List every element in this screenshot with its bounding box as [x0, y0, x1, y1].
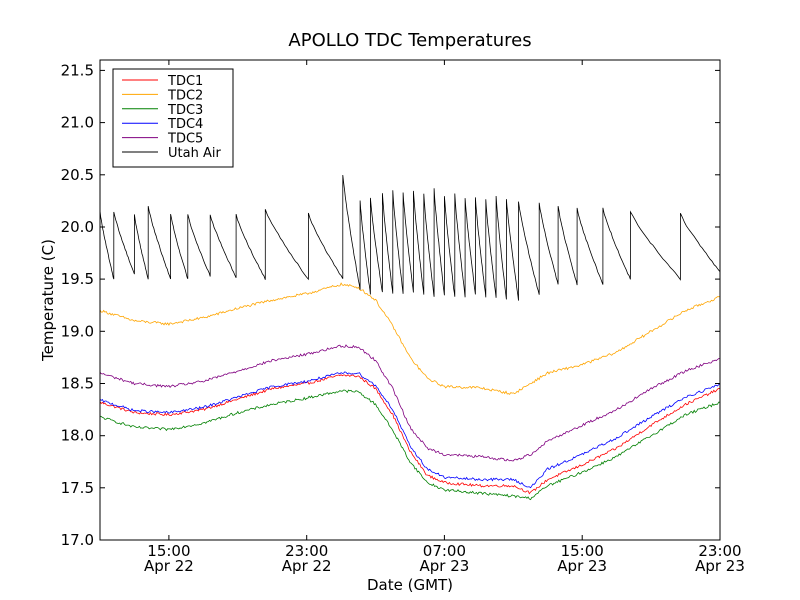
legend-label: TDC5	[167, 132, 203, 147]
y-tick-label: 17.0	[61, 531, 94, 549]
series-line-tdc5	[99, 344, 721, 462]
y-tick-label: 17.5	[61, 479, 94, 497]
x-tick-date-label: Apr 23	[557, 557, 607, 575]
y-tick-label: 19.0	[61, 322, 94, 340]
y-tick-label: 19.5	[61, 270, 94, 288]
y-tick-label: 21.5	[61, 61, 94, 79]
legend-label: Utah Air	[168, 146, 221, 161]
series-line-tdc4	[99, 371, 720, 489]
plot-area	[99, 174, 721, 501]
plot-frame	[99, 59, 721, 541]
y-tick-label: 20.5	[61, 166, 94, 184]
x-axis-label: Date (GMT)	[367, 576, 453, 594]
series-line-tdc3	[99, 389, 721, 501]
x-tick-date-label: Apr 22	[144, 557, 194, 575]
series-line-tdc1	[99, 374, 721, 495]
y-tick-label: 18.5	[61, 375, 94, 393]
legend-label: TDC2	[167, 88, 203, 103]
legend-box	[112, 68, 234, 168]
y-tick-label: 20.0	[61, 218, 94, 236]
x-tick-date-label: Apr 23	[419, 557, 469, 575]
legend-label: TDC3	[167, 103, 203, 118]
y-axis-label: Temperature (C)	[39, 239, 57, 362]
y-axis: 17.0 17.5 18.0 18.5 19.0 19.5 20.0 20.5 21.0 21.5	[61, 61, 720, 549]
x-tick-time-label: 23:00	[285, 542, 328, 560]
legend-label: TDC4	[167, 117, 203, 132]
series-line-utah-air	[99, 174, 721, 301]
x-tick-date-label: Apr 23	[695, 557, 745, 575]
x-tick-time-label: 07:00	[423, 542, 466, 560]
x-tick-date-label: Apr 22	[282, 557, 332, 575]
x-tick-time-label: 15:00	[561, 542, 604, 560]
y-tick-label: 18.0	[61, 427, 94, 445]
legend-label: TDC1	[167, 74, 203, 89]
x-tick-time-label: 23:00	[698, 542, 741, 560]
x-tick-time-label: 15:00	[147, 542, 190, 560]
y-tick-label: 21.0	[61, 114, 94, 132]
chart-title: APOLLO TDC Temperatures	[288, 30, 531, 51]
series-line-tdc2	[99, 282, 721, 395]
